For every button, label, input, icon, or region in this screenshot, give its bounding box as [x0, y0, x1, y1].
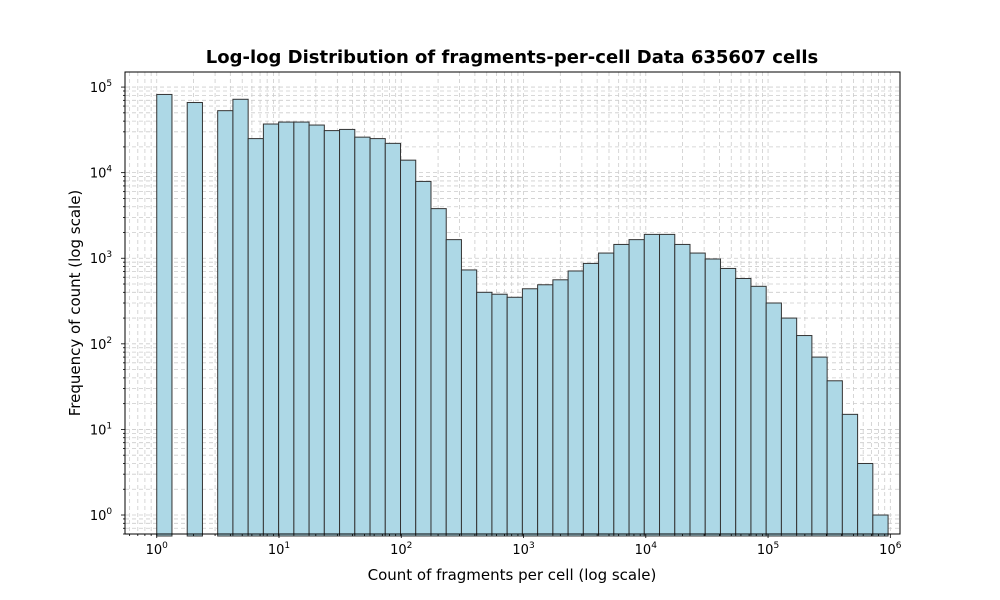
- histogram-bar: [659, 233, 676, 537]
- x-tick-label: 103: [512, 541, 534, 558]
- chart-title: Log-log Distribution of fragments-per-ce…: [206, 47, 818, 68]
- y-tick-label: 104: [90, 165, 113, 182]
- histogram-bar: [826, 380, 843, 537]
- histogram-bar: [247, 138, 264, 537]
- histogram-bar: [323, 130, 341, 537]
- histogram-bar: [811, 356, 828, 537]
- histogram-bar: [278, 121, 295, 537]
- y-tick-label: 103: [90, 250, 112, 267]
- bars-group: [156, 93, 889, 537]
- histogram-bar: [872, 514, 889, 537]
- x-tick-label: 101: [268, 541, 290, 558]
- x-tick-label: 102: [390, 541, 412, 558]
- histogram-bar: [735, 277, 752, 537]
- y-tick-label: 105: [90, 79, 112, 96]
- histogram-bar: [491, 293, 508, 537]
- histogram-bar: [796, 335, 813, 537]
- histogram-bar: [841, 413, 859, 537]
- histogram-bar: [719, 267, 737, 537]
- histogram-bar: [293, 121, 310, 537]
- histogram-bar: [765, 302, 782, 537]
- histogram-bar: [308, 124, 325, 537]
- histogram-bar: [552, 279, 569, 537]
- histogram-bar: [857, 462, 874, 537]
- x-tick-label: 100: [146, 541, 169, 558]
- histogram-bar: [232, 98, 249, 537]
- histogram-bar: [598, 252, 615, 537]
- histogram-bar: [384, 142, 402, 537]
- histogram-bar: [400, 159, 417, 537]
- histogram-bar: [628, 239, 645, 537]
- histogram-bar: [506, 296, 523, 537]
- histogram-bar: [643, 233, 661, 537]
- y-tick-label: 101: [90, 421, 112, 438]
- histogram-bar: [476, 291, 493, 537]
- histogram-bar: [217, 110, 234, 537]
- histogram-bar: [430, 208, 447, 537]
- x-axis-ticks: 100 101 102 103 104 105 106: [129, 534, 902, 558]
- histogram-bar: [262, 123, 280, 537]
- histogram-bar: [750, 285, 767, 537]
- histogram-bar: [460, 269, 478, 537]
- histogram-bar: [537, 284, 554, 537]
- y-tick-label: 102: [90, 336, 112, 353]
- histogram-bar: [704, 258, 721, 537]
- histogram-bar: [689, 252, 706, 537]
- x-axis-label: Count of fragments per cell (log scale): [368, 566, 657, 584]
- histogram-bar: [613, 243, 630, 537]
- x-tick-label: 105: [757, 541, 779, 558]
- y-axis-label: Frequency of count (log scale): [66, 190, 84, 417]
- y-tick-label: 100: [90, 507, 113, 524]
- histogram-bar: [415, 180, 432, 537]
- histogram-bar: [674, 243, 691, 537]
- histogram-bar: [186, 102, 203, 537]
- histogram-bar: [567, 270, 584, 537]
- histogram-bar: [369, 138, 386, 537]
- x-tick-label: 106: [879, 541, 902, 558]
- histogram-bar: [156, 93, 173, 537]
- histogram-bar: [339, 128, 356, 537]
- x-tick-label: 104: [635, 541, 658, 558]
- y-axis-ticks: 100 101 102 103 104 105: [90, 79, 125, 535]
- histogram-bar: [582, 262, 600, 537]
- histogram-bar: [521, 288, 539, 537]
- histogram-bar: [445, 239, 462, 537]
- histogram-bar: [780, 317, 798, 537]
- histogram-bar: [354, 136, 371, 537]
